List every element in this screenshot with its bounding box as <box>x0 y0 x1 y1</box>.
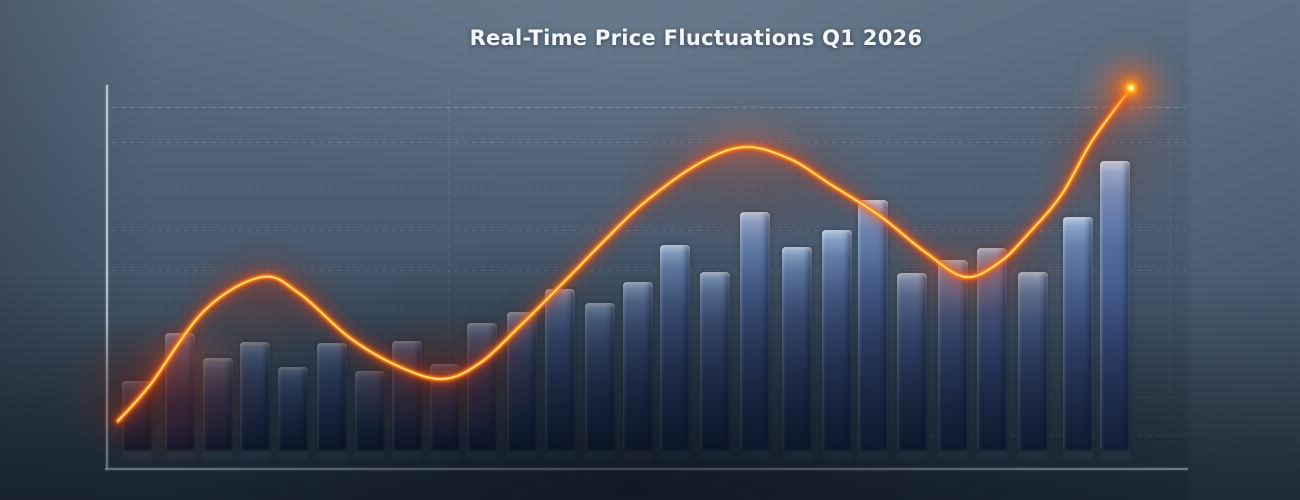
glow-dot <box>1128 85 1134 91</box>
price-curve-stroke <box>117 91 1129 422</box>
price-curve-stroke <box>114 88 1132 425</box>
price-curve-stroke <box>111 85 1135 428</box>
price-curve-stroke <box>116 90 1130 423</box>
price-curve-stroke <box>115 89 1131 424</box>
price-curve-stroke <box>105 79 1141 434</box>
chart-title: Real-Time Price Fluctuations Q1 2026 <box>469 26 923 50</box>
